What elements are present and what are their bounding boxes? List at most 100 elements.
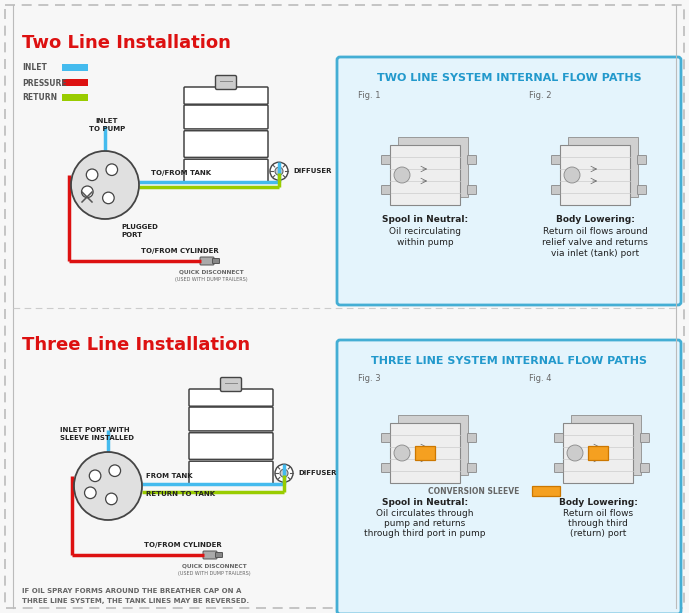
Text: Spool in Neutral:: Spool in Neutral: — [382, 215, 468, 224]
Circle shape — [394, 167, 410, 183]
FancyBboxPatch shape — [398, 415, 468, 475]
Text: Body Lowering:: Body Lowering: — [555, 215, 635, 224]
Text: Three Line Installation: Three Line Installation — [22, 336, 250, 354]
Circle shape — [81, 186, 93, 197]
FancyBboxPatch shape — [184, 159, 268, 182]
FancyBboxPatch shape — [637, 186, 646, 194]
FancyBboxPatch shape — [571, 415, 641, 475]
FancyBboxPatch shape — [637, 156, 646, 164]
Text: DIFFUSER: DIFFUSER — [298, 470, 336, 476]
Text: TO PUMP: TO PUMP — [89, 126, 125, 132]
Text: Return oil flows around: Return oil flows around — [543, 227, 648, 236]
FancyBboxPatch shape — [390, 423, 460, 483]
Text: (USED WITH DUMP TRAILERS): (USED WITH DUMP TRAILERS) — [178, 571, 250, 576]
Text: relief valve and returns: relief valve and returns — [542, 238, 648, 247]
Circle shape — [103, 192, 114, 204]
FancyBboxPatch shape — [468, 156, 477, 164]
FancyBboxPatch shape — [382, 186, 391, 194]
Text: INLET: INLET — [22, 64, 47, 72]
FancyBboxPatch shape — [189, 389, 273, 406]
Text: (return) port: (return) port — [570, 529, 626, 538]
FancyBboxPatch shape — [184, 87, 268, 104]
Text: THREE LINE SYSTEM, THE TANK LINES MAY BE REVERSED.: THREE LINE SYSTEM, THE TANK LINES MAY BE… — [22, 598, 249, 604]
FancyBboxPatch shape — [220, 378, 242, 392]
Text: Fig. 4: Fig. 4 — [529, 374, 551, 383]
Circle shape — [275, 167, 283, 175]
Circle shape — [564, 167, 580, 183]
FancyBboxPatch shape — [555, 463, 564, 473]
Text: Oil circulates through: Oil circulates through — [376, 509, 474, 518]
Text: through third: through third — [568, 519, 628, 528]
FancyBboxPatch shape — [468, 433, 477, 443]
FancyBboxPatch shape — [568, 137, 638, 197]
Circle shape — [71, 151, 139, 219]
Text: TO/FROM CYLINDER: TO/FROM CYLINDER — [144, 542, 222, 548]
Circle shape — [280, 469, 288, 477]
Text: TWO LINE SYSTEM INTERNAL FLOW PATHS: TWO LINE SYSTEM INTERNAL FLOW PATHS — [377, 73, 641, 83]
Circle shape — [74, 452, 142, 520]
FancyBboxPatch shape — [184, 105, 268, 129]
Circle shape — [567, 445, 583, 461]
FancyBboxPatch shape — [468, 186, 477, 194]
Text: Fig. 1: Fig. 1 — [358, 91, 380, 100]
Text: DIFFUSER: DIFFUSER — [293, 168, 331, 174]
Text: TO/FROM TANK: TO/FROM TANK — [151, 170, 211, 176]
FancyBboxPatch shape — [337, 340, 681, 613]
Bar — [62, 79, 88, 86]
FancyBboxPatch shape — [398, 137, 468, 197]
Circle shape — [106, 164, 118, 175]
Text: Oil recirculating: Oil recirculating — [389, 227, 461, 236]
Circle shape — [394, 445, 410, 461]
Text: INLET PORT WITH: INLET PORT WITH — [60, 427, 130, 433]
Text: PLUGGED: PLUGGED — [121, 224, 158, 230]
Text: PORT: PORT — [121, 232, 142, 238]
Circle shape — [90, 470, 101, 482]
Text: IF OIL SPRAY FORMS AROUND THE BREATHER CAP ON A: IF OIL SPRAY FORMS AROUND THE BREATHER C… — [22, 588, 241, 594]
FancyBboxPatch shape — [390, 145, 460, 205]
FancyBboxPatch shape — [551, 156, 560, 164]
Text: Spool in Neutral:: Spool in Neutral: — [382, 498, 468, 507]
Text: Two Line Installation: Two Line Installation — [22, 34, 231, 52]
FancyBboxPatch shape — [189, 407, 273, 431]
FancyBboxPatch shape — [216, 75, 236, 89]
Text: Fig. 2: Fig. 2 — [529, 91, 551, 100]
FancyBboxPatch shape — [184, 131, 268, 158]
Text: PRESSURE: PRESSURE — [22, 78, 67, 88]
Text: Body Lowering:: Body Lowering: — [559, 498, 637, 507]
FancyBboxPatch shape — [555, 433, 564, 443]
Circle shape — [85, 487, 96, 498]
Circle shape — [105, 493, 117, 504]
Text: (USED WITH DUMP TRAILERS): (USED WITH DUMP TRAILERS) — [175, 277, 247, 282]
Circle shape — [86, 169, 98, 181]
FancyBboxPatch shape — [551, 186, 560, 194]
Circle shape — [275, 464, 293, 482]
FancyBboxPatch shape — [641, 433, 650, 443]
Bar — [415, 446, 435, 460]
FancyBboxPatch shape — [337, 57, 681, 305]
Text: QUICK DISCONNECT: QUICK DISCONNECT — [182, 563, 246, 568]
FancyBboxPatch shape — [382, 433, 391, 443]
Text: THREE LINE SYSTEM INTERNAL FLOW PATHS: THREE LINE SYSTEM INTERNAL FLOW PATHS — [371, 356, 647, 366]
FancyBboxPatch shape — [189, 461, 273, 484]
Text: pump and returns: pump and returns — [384, 519, 466, 528]
Bar — [532, 486, 560, 496]
Bar — [62, 64, 88, 71]
Bar — [588, 446, 608, 460]
FancyBboxPatch shape — [212, 259, 220, 264]
FancyBboxPatch shape — [560, 145, 630, 205]
Text: CONVERSION SLEEVE: CONVERSION SLEEVE — [428, 487, 520, 495]
Circle shape — [109, 465, 121, 476]
Text: within pump: within pump — [397, 238, 453, 247]
FancyBboxPatch shape — [216, 552, 223, 557]
Text: Fig. 3: Fig. 3 — [358, 374, 380, 383]
FancyBboxPatch shape — [563, 423, 633, 483]
Text: TO/FROM CYLINDER: TO/FROM CYLINDER — [141, 248, 218, 254]
Text: via inlet (tank) port: via inlet (tank) port — [551, 249, 639, 258]
FancyBboxPatch shape — [382, 463, 391, 473]
FancyBboxPatch shape — [203, 551, 217, 559]
FancyBboxPatch shape — [189, 433, 273, 459]
Text: SLEEVE INSTALLED: SLEEVE INSTALLED — [60, 435, 134, 441]
FancyBboxPatch shape — [382, 156, 391, 164]
Text: INLET: INLET — [96, 118, 119, 124]
Bar — [62, 94, 88, 101]
